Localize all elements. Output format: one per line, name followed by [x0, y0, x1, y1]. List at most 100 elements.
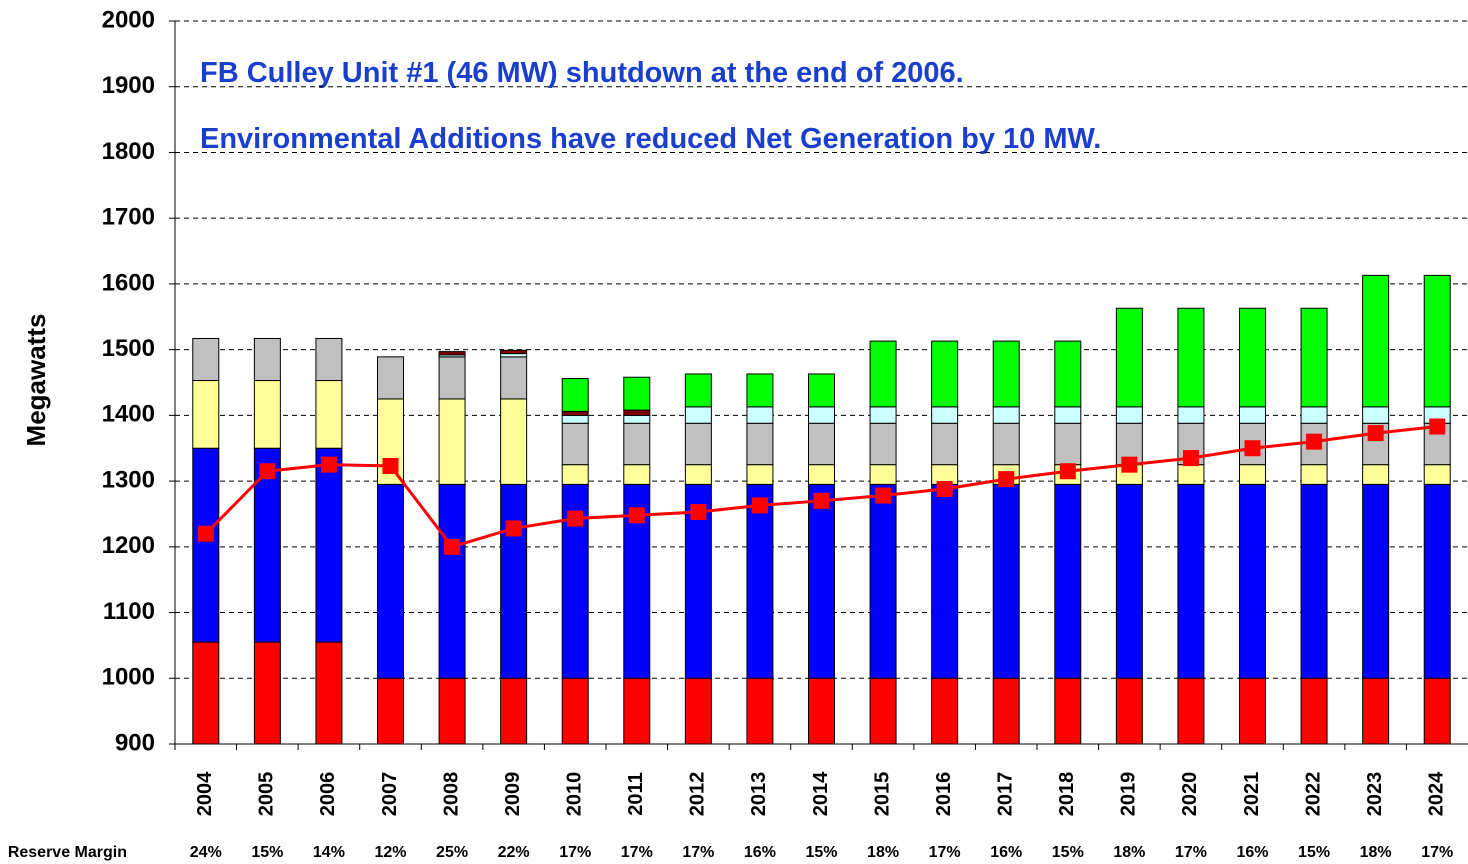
bar-segment: [1054, 422, 1082, 466]
reserve-margin: 16%: [990, 844, 1022, 861]
reserve-margin: 15%: [1052, 844, 1084, 861]
bar-segment: [808, 406, 835, 424]
bar-segment: [438, 677, 466, 745]
bar-segment: [931, 406, 959, 424]
reserve-margin: 15%: [1298, 844, 1330, 861]
bar-segment: [684, 406, 712, 424]
reserve-margin: 15%: [251, 844, 283, 861]
bar-segment: [931, 340, 959, 408]
bar-segment: [746, 422, 774, 466]
bar-segment: [1177, 464, 1205, 485]
bar-segment: [500, 349, 528, 355]
bar-segment: [377, 677, 404, 745]
bar-segment: [1362, 677, 1390, 745]
y-axis-label: Megawatts: [21, 314, 51, 447]
bar-segment: [1423, 677, 1451, 745]
bar-segment: [500, 356, 528, 400]
line-marker: [628, 507, 645, 524]
bar-segment: [869, 422, 897, 466]
line-marker: [998, 471, 1015, 488]
reserve-margin: 17%: [1421, 844, 1453, 861]
reserve-margin: 15%: [805, 844, 837, 861]
reserve-margin: 18%: [867, 844, 899, 861]
bar-segment: [1115, 677, 1143, 745]
bar-segment: [1115, 483, 1143, 679]
reserve-margin: 25%: [436, 844, 468, 861]
bar-segment: [808, 464, 835, 485]
bar-segment: [1115, 406, 1143, 424]
x-tick-label: 2018: [1056, 772, 1078, 817]
reserve-margin: 14%: [313, 844, 345, 861]
bar-segment: [1362, 483, 1390, 679]
bar-segment: [1300, 483, 1328, 679]
bar-segment: [1177, 677, 1205, 745]
bar-segment: [684, 422, 712, 466]
bar-segment: [192, 380, 220, 449]
x-tick-label: 2004: [194, 771, 216, 816]
bar-segment: [931, 677, 959, 745]
row-label: Reserve Margin: [8, 844, 127, 861]
bar-segment: [1239, 677, 1266, 745]
bar-segment: [438, 398, 466, 485]
line-marker: [875, 487, 892, 504]
bar-segment: [1239, 483, 1266, 679]
bar-segment: [561, 422, 589, 466]
bar-segment: [808, 483, 835, 679]
bar-segment: [500, 677, 528, 745]
bar-segment: [561, 378, 589, 412]
bar-segment: [1115, 307, 1143, 408]
bar-segment: [500, 398, 528, 485]
bar-segment: [992, 340, 1020, 408]
x-tick-label: 2013: [748, 772, 770, 817]
line-marker: [1059, 463, 1076, 480]
bar-segment: [869, 464, 897, 485]
reserve-margin: 17%: [929, 844, 961, 861]
bar-segment: [1177, 483, 1205, 679]
line-marker: [813, 492, 830, 509]
bar-segment: [438, 483, 466, 679]
line-marker: [751, 497, 768, 514]
bar-segment: [192, 447, 220, 643]
bar-segment: [377, 356, 404, 400]
bar-segment: [869, 406, 897, 424]
bar-segment: [684, 464, 712, 485]
bar-segment: [623, 414, 651, 424]
bar-segment: [746, 483, 774, 679]
reserve-margin: 17%: [559, 844, 591, 861]
line-marker: [320, 456, 337, 473]
reserve-margin: 17%: [621, 844, 653, 861]
bar-segment: [1054, 483, 1082, 679]
bar-segment: [869, 340, 897, 408]
y-tick-label: 2000: [102, 6, 155, 33]
line-marker: [690, 503, 707, 520]
bar-segment: [623, 422, 651, 466]
bar-segment: [315, 447, 343, 643]
bar-segment: [1239, 307, 1266, 408]
line-marker: [1306, 433, 1323, 450]
x-tick-label: 2021: [1241, 772, 1263, 817]
reserve-margin: 12%: [374, 844, 406, 861]
bar-segment: [315, 641, 343, 745]
reserve-margin: 22%: [498, 844, 530, 861]
bar-segment: [1054, 406, 1082, 424]
y-tick-label: 1900: [102, 72, 155, 99]
reserve-margin: 17%: [1175, 844, 1207, 861]
bar-segment: [1300, 464, 1328, 485]
annotation: Environmental Additions have reduced Net…: [200, 123, 1101, 155]
bar-segment: [1177, 307, 1205, 408]
bar-segment: [377, 483, 404, 679]
bar-segment: [1423, 464, 1451, 485]
y-tick-label: 1600: [102, 269, 155, 296]
bar-segment: [808, 373, 835, 408]
x-tick-label: 2009: [502, 772, 524, 817]
bar-segment: [561, 410, 589, 416]
bar-segment: [192, 337, 220, 382]
bar-segment: [1177, 406, 1205, 424]
bar-segment: [1362, 406, 1390, 424]
y-tick-label: 1100: [103, 598, 155, 625]
x-tick-label: 2023: [1364, 772, 1386, 817]
bar-segment: [992, 677, 1020, 745]
x-tick-label: 2019: [1118, 772, 1140, 817]
x-tick-label: 2006: [317, 772, 339, 817]
reserve-margin: 18%: [1113, 844, 1145, 861]
